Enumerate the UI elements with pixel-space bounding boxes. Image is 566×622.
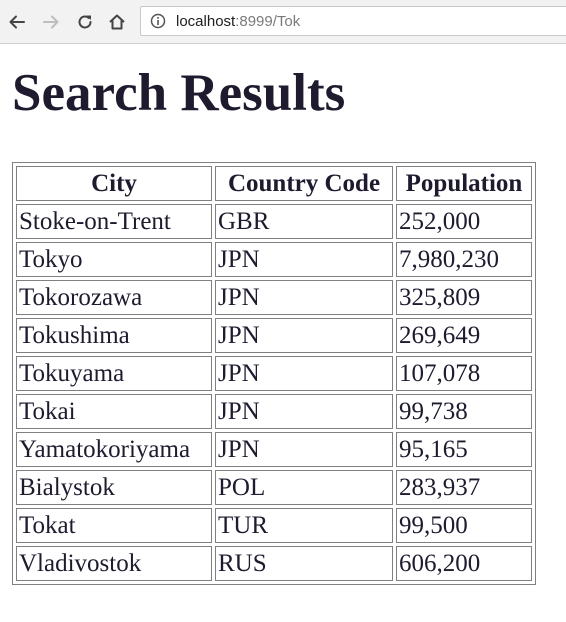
table-row: Bialystok POL 283,937 (16, 470, 532, 505)
country-code-cell: TUR (215, 508, 393, 543)
column-header-population: Population (396, 166, 532, 201)
country-code-cell: JPN (215, 356, 393, 391)
country-code-cell: JPN (215, 432, 393, 467)
country-code-cell: RUS (215, 546, 393, 581)
table-row: Yamatokoriyama JPN 95,165 (16, 432, 532, 467)
url-text: localhost:8999/Tok (176, 13, 300, 30)
city-cell: Tokushima (16, 318, 212, 353)
table-row: Tokyo JPN 7,980,230 (16, 242, 532, 277)
population-cell: 283,937 (396, 470, 532, 505)
url-host: localhost (176, 12, 236, 30)
city-cell: Tokuyama (16, 356, 212, 391)
population-cell: 269,649 (396, 318, 532, 353)
country-code-cell: POL (215, 470, 393, 505)
city-cell: Tokyo (16, 242, 212, 277)
city-cell: Tokat (16, 508, 212, 543)
population-cell: 95,165 (396, 432, 532, 467)
browser-toolbar: localhost:8999/Tok (0, 0, 566, 44)
population-cell: 606,200 (396, 546, 532, 581)
population-cell: 107,078 (396, 356, 532, 391)
table-row: Vladivostok RUS 606,200 (16, 546, 532, 581)
column-header-city: City (16, 166, 212, 201)
info-icon[interactable] (150, 13, 166, 29)
table-row: Tokorozawa JPN 325,809 (16, 280, 532, 315)
table-row: Tokat TUR 99,500 (16, 508, 532, 543)
population-cell: 325,809 (396, 280, 532, 315)
reload-icon[interactable] (74, 11, 96, 33)
url-path: :8999/Tok (235, 12, 301, 30)
country-code-cell: JPN (215, 280, 393, 315)
country-code-cell: JPN (215, 394, 393, 429)
column-header-country-code: Country Code (215, 166, 393, 201)
back-arrow-icon[interactable] (6, 11, 28, 33)
city-cell: Tokorozawa (16, 280, 212, 315)
city-cell: Tokai (16, 394, 212, 429)
forward-arrow-icon[interactable] (40, 11, 62, 33)
population-cell: 99,500 (396, 508, 532, 543)
population-cell: 7,980,230 (396, 242, 532, 277)
country-code-cell: JPN (215, 318, 393, 353)
city-cell: Bialystok (16, 470, 212, 505)
country-code-cell: JPN (215, 242, 393, 277)
city-cell: Stoke-on-Trent (16, 204, 212, 239)
page-title: Search Results (12, 64, 346, 122)
table-row: Stoke-on-Trent GBR 252,000 (16, 204, 532, 239)
table-row: Tokuyama JPN 107,078 (16, 356, 532, 391)
city-cell: Vladivostok (16, 546, 212, 581)
table-row: Tokai JPN 99,738 (16, 394, 532, 429)
country-code-cell: GBR (215, 204, 393, 239)
population-cell: 252,000 (396, 204, 532, 239)
population-cell: 99,738 (396, 394, 532, 429)
city-cell: Yamatokoriyama (16, 432, 212, 467)
table-row: Tokushima JPN 269,649 (16, 318, 532, 353)
address-bar[interactable]: localhost:8999/Tok (140, 6, 566, 36)
table-header-row: City Country Code Population (16, 166, 532, 201)
results-table: City Country Code Population Stoke-on-Tr… (12, 162, 536, 585)
home-icon[interactable] (106, 11, 128, 33)
